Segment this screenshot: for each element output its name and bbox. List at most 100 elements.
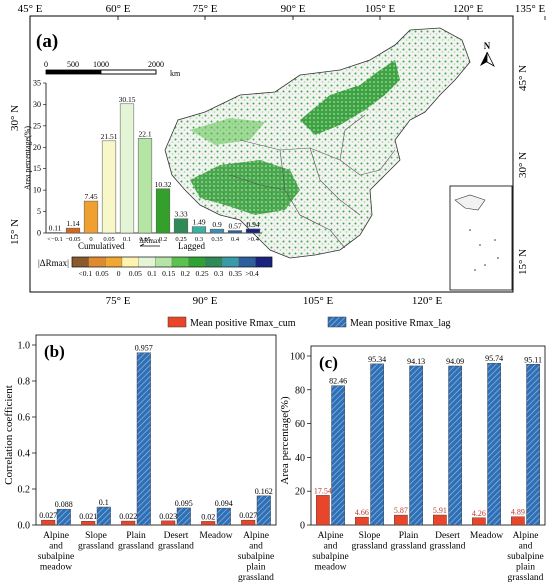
category-label: meadow — [314, 563, 346, 573]
panel-b-chart: (b) 0.0 0.2 0.4 0.6 0.8 1.0 Correlation coeffic… — [3, 334, 277, 583]
bar-cum — [241, 519, 256, 526]
hist-y-tick-label: 25 — [33, 121, 41, 130]
y-tick-label: 0 — [300, 521, 305, 532]
grassland-plateau — [190, 160, 300, 215]
category-label: grassland — [158, 542, 194, 552]
bar-cum — [394, 514, 408, 526]
category-label: grassland — [238, 573, 274, 583]
category-label: Desert — [435, 531, 460, 541]
hist-x-tick-label: 0.05 — [103, 236, 114, 243]
bottom-longitude-labels: 75° E 90° E 105° E 120° E — [106, 295, 443, 307]
hist-value-label: 30.15 — [119, 95, 136, 104]
hist-x-tick-label: 0.15 — [139, 236, 150, 243]
bar-cum — [81, 521, 96, 526]
category-label: and — [324, 542, 338, 552]
y-tick-label: 80 — [295, 385, 305, 396]
legend-cumulatived-label: Cumulatived — [78, 241, 125, 251]
hist-bar — [137, 138, 153, 234]
category-label: and — [49, 542, 63, 552]
legend-arrow-label: ΔRmax — [139, 237, 161, 245]
bar-cum — [201, 521, 216, 526]
hist-bar — [245, 228, 261, 234]
hist-value-label: 1.14 — [66, 219, 79, 228]
value-label-lag: 95.74 — [485, 354, 503, 363]
map-panel: 45° E 60° E 75° E 90° E 105° E 120° E 135° E 7… — [9, 3, 545, 307]
hist-value-label: 22.1 — [138, 129, 151, 138]
value-label-cum: 4.66 — [355, 508, 369, 517]
category-label: Slope — [359, 531, 381, 541]
hist-y-tick-label: 20 — [33, 143, 41, 152]
bar-lag — [216, 507, 231, 526]
value-label-cum: 4.26 — [472, 509, 486, 518]
legend-lagged-label: Lagged — [178, 241, 205, 251]
hist-value-label: 0.11 — [49, 224, 62, 233]
category-label: grassland — [78, 542, 114, 552]
legend-swatch — [205, 256, 223, 268]
category-label: grassland — [391, 542, 427, 552]
hist-value-label: 3.33 — [174, 210, 187, 219]
category-label: subalpine — [312, 552, 348, 562]
value-label-lag: 94.09 — [446, 357, 464, 366]
hist-value-label: 7.45 — [84, 192, 97, 201]
category-label: plain — [516, 563, 535, 573]
scale-bar: 0 500 1000 2000 km — [44, 60, 181, 78]
legend-class-label: >0.4 — [245, 269, 259, 278]
top-lon-label: 135° E — [515, 3, 546, 15]
legend-swatch — [221, 256, 239, 268]
bar-cum — [433, 514, 447, 526]
category-label: grassland — [430, 542, 466, 552]
hist-value-label: 0.57 — [228, 222, 241, 231]
value-label-lag: 0.095 — [175, 499, 193, 508]
bar-lag — [370, 363, 384, 526]
top-lon-label: 45° E — [18, 3, 43, 15]
north-arrow-icon: N — [480, 41, 495, 68]
category-label: Meadow — [470, 531, 503, 541]
panel-label: (b) — [44, 342, 65, 361]
bottom-lon-label: 105° E — [303, 295, 334, 307]
legend-class-label: 0.2 — [181, 269, 191, 278]
left-lat-label: 30° N — [9, 105, 21, 131]
top-lon-label: 105° E — [365, 3, 396, 15]
category-label: Slope — [85, 531, 107, 541]
hist-bar — [155, 188, 171, 234]
top-lon-label: 120° E — [453, 3, 484, 15]
legend-swatch — [155, 256, 173, 268]
legend-class-label: 0.25 — [195, 269, 208, 278]
legend-class-label: 0.35 — [229, 269, 242, 278]
scale-tick-label: 500 — [67, 60, 79, 69]
bar-lag — [526, 364, 540, 526]
inset-islands — [469, 229, 499, 271]
legend-swatch — [105, 256, 123, 268]
y-tick-label: 0.0 — [18, 521, 31, 532]
legend-class-label: 0 — [117, 269, 121, 278]
top-lon-label: 75° E — [193, 3, 218, 15]
inset-coast — [454, 194, 486, 211]
bar-lag — [409, 365, 423, 526]
value-label-cum: 0.027 — [39, 511, 57, 520]
right-lat-label: 30° N — [517, 152, 529, 178]
value-label-cum: 0.022 — [119, 512, 137, 521]
category-label: meadow — [40, 563, 72, 573]
hist-x-tick-label: 0 — [89, 236, 92, 243]
y-tick-label: 100 — [290, 352, 305, 363]
value-label-lag: 0.162 — [255, 487, 273, 496]
left-latitude-labels: 30° N 15° N — [9, 105, 21, 245]
category-label: Alpine — [318, 531, 344, 541]
hist-x-tick-label: 0.3 — [195, 236, 203, 243]
category-label: Alpine — [513, 531, 539, 541]
category-label: subalpine — [38, 552, 74, 562]
plot-frame — [35, 334, 277, 526]
value-label-cum: 0.023 — [159, 512, 177, 521]
bar-lag — [96, 506, 111, 526]
value-label-lag: 95.11 — [524, 355, 542, 364]
legend-lag-swatch — [327, 316, 347, 328]
category-label: subalpine — [507, 552, 543, 562]
legend-border — [71, 256, 273, 268]
series-legend: Mean positive Rmax_cum Mean positive Rmax… — [167, 316, 451, 329]
hist-x-tick-label: 0.35 — [211, 236, 222, 243]
scale-unit: km — [170, 69, 181, 78]
hist-bar — [119, 103, 135, 234]
category-label: Plain — [399, 531, 419, 541]
y-tick-label: 60 — [295, 419, 305, 430]
